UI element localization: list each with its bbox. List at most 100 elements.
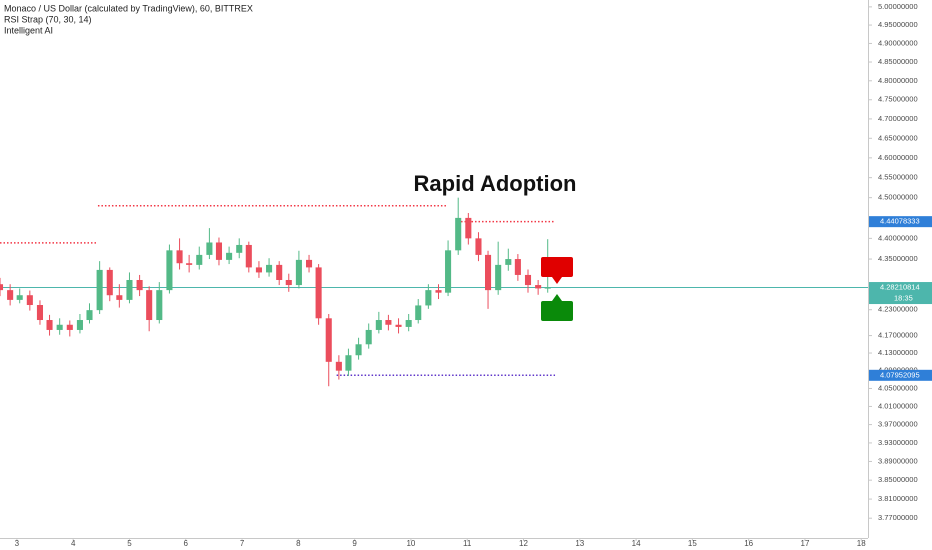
last-price-tag bbox=[869, 282, 932, 305]
candle-body bbox=[465, 217, 472, 239]
candle-body bbox=[495, 264, 502, 291]
candle-body bbox=[215, 242, 223, 260]
candle-body bbox=[455, 217, 462, 251]
x-tick-label: 18 bbox=[857, 539, 866, 548]
candle-body bbox=[405, 320, 412, 327]
candle-body bbox=[245, 244, 252, 268]
candle-body bbox=[226, 252, 233, 260]
y-tick-label: 3.81000000 bbox=[878, 494, 918, 503]
candle-body bbox=[66, 324, 73, 330]
price-tag-label: 4.07952095 bbox=[880, 370, 920, 379]
candle-body bbox=[325, 318, 332, 362]
candle-body bbox=[305, 259, 313, 268]
x-tick-label: 5 bbox=[127, 539, 132, 548]
candle-body bbox=[544, 287, 551, 289]
y-tick-label: 3.89000000 bbox=[878, 456, 918, 465]
candle-body bbox=[126, 279, 133, 300]
candle-body bbox=[206, 242, 213, 255]
y-tick-label: 4.40000000 bbox=[878, 233, 918, 242]
buy-signal bbox=[541, 294, 573, 321]
candle-body bbox=[276, 264, 283, 280]
y-tick-label: 4.80000000 bbox=[878, 76, 918, 85]
candle-body bbox=[156, 290, 163, 321]
candle-body bbox=[16, 295, 23, 300]
candle-body bbox=[524, 274, 532, 286]
x-tick-label: 7 bbox=[240, 539, 245, 548]
candle-body bbox=[26, 295, 33, 306]
x-tick-label: 8 bbox=[296, 539, 301, 548]
y-tick-label: 3.97000000 bbox=[878, 420, 918, 429]
candle-body bbox=[76, 320, 83, 330]
candle-body bbox=[514, 259, 521, 275]
price-tag bbox=[869, 216, 932, 228]
y-tick-label: 4.17000000 bbox=[878, 331, 918, 340]
y-tick-label: 4.85000000 bbox=[878, 57, 918, 66]
y-tick-label: 4.95000000 bbox=[878, 20, 918, 29]
candle-body bbox=[335, 361, 342, 371]
candle-body bbox=[355, 344, 362, 356]
x-tick-label: 13 bbox=[575, 539, 584, 548]
y-tick-label: 4.60000000 bbox=[878, 153, 918, 162]
y-tick-label: 3.85000000 bbox=[878, 475, 918, 484]
candle-body bbox=[395, 324, 402, 327]
y-tick-label: 3.77000000 bbox=[878, 513, 918, 522]
candle-body bbox=[535, 285, 542, 289]
x-tick-label: 15 bbox=[688, 539, 697, 548]
candle-body bbox=[186, 263, 193, 265]
candle-body bbox=[56, 324, 63, 330]
candle-body bbox=[415, 305, 422, 321]
annotation: Rapid Adoption bbox=[414, 171, 577, 196]
header-symbol: Monaco / US Dollar (calculated by Tradin… bbox=[4, 3, 253, 13]
y-tick-label: 3.93000000 bbox=[878, 438, 918, 447]
y-tick-label: 4.70000000 bbox=[878, 114, 918, 123]
buy-pointer bbox=[552, 294, 562, 301]
candle-body bbox=[435, 290, 442, 293]
candle-body bbox=[385, 320, 392, 325]
candle-body bbox=[255, 267, 262, 273]
candle-body bbox=[445, 250, 452, 293]
price-tag-label: 4.44078333 bbox=[880, 217, 920, 226]
y-tick-label: 4.23000000 bbox=[878, 305, 918, 314]
candle-body bbox=[484, 254, 492, 291]
candle-body bbox=[106, 269, 113, 296]
candle-body bbox=[166, 250, 173, 291]
candle-body bbox=[295, 259, 302, 286]
x-tick-label: 9 bbox=[352, 539, 357, 548]
x-tick-label: 11 bbox=[463, 539, 472, 548]
candle-body bbox=[0, 284, 4, 291]
header-indicator: RSI Strap (70, 30, 14) bbox=[4, 14, 92, 24]
candle-body bbox=[196, 254, 203, 265]
candle-body bbox=[116, 295, 123, 300]
candle-body bbox=[505, 259, 512, 265]
y-tick-label: 4.65000000 bbox=[878, 133, 918, 142]
candle-body bbox=[46, 320, 53, 330]
candle-body bbox=[425, 290, 432, 306]
candle-body bbox=[375, 320, 382, 330]
y-tick-label: 4.05000000 bbox=[878, 383, 918, 392]
candle-body bbox=[136, 279, 143, 291]
x-tick-label: 14 bbox=[632, 539, 641, 548]
sell-box bbox=[541, 257, 573, 277]
y-tick-label: 4.75000000 bbox=[878, 95, 918, 104]
candle-body bbox=[96, 269, 103, 311]
candle-body bbox=[365, 329, 372, 345]
y-tick-label: 4.01000000 bbox=[878, 401, 918, 410]
buy-box bbox=[541, 301, 573, 321]
candle-body bbox=[285, 279, 292, 286]
y-tick-label: 4.35000000 bbox=[878, 254, 918, 263]
x-tick-label: 3 bbox=[15, 539, 20, 548]
y-tick-label: 4.55000000 bbox=[878, 173, 918, 182]
x-tick-label: 10 bbox=[406, 539, 415, 548]
candle-body bbox=[7, 290, 14, 300]
sell-signal bbox=[541, 257, 573, 284]
candle-body bbox=[236, 244, 243, 253]
candle-body bbox=[176, 250, 183, 264]
y-tick-label: 5.00000000 bbox=[878, 2, 918, 11]
y-tick-label: 4.90000000 bbox=[878, 38, 918, 47]
candle-body bbox=[315, 267, 322, 319]
x-tick-label: 4 bbox=[71, 539, 76, 548]
x-tick-label: 6 bbox=[184, 539, 189, 548]
x-tick-label: 12 bbox=[519, 539, 528, 548]
